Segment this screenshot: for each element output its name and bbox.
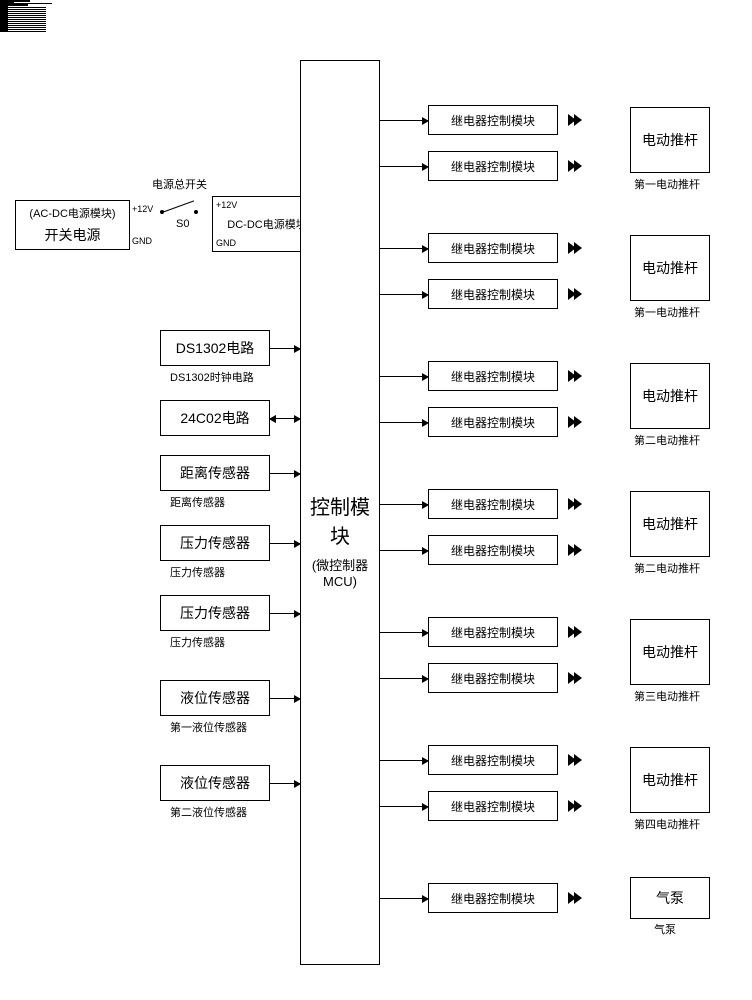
left-block: DS1302电路: [160, 330, 270, 366]
double-chevron: [568, 242, 584, 254]
output-block: 电动推杆: [630, 235, 710, 301]
output-caption: 第四电动推杆: [634, 816, 700, 832]
left-caption: 压力传感器: [170, 564, 225, 580]
arrow: [270, 473, 300, 474]
arrow: [380, 422, 428, 423]
arrow-bidir: [270, 418, 300, 419]
arrow: [270, 543, 300, 544]
arrow: [380, 248, 428, 249]
double-chevron: [568, 672, 584, 684]
arrow: [380, 760, 428, 761]
output-block: 气泵: [630, 877, 710, 919]
arrow: [270, 783, 300, 784]
relay-block: 继电器控制模块: [428, 489, 558, 519]
arrow: [270, 613, 300, 614]
double-chevron: [568, 800, 584, 812]
pin-label: +12V: [216, 200, 237, 210]
relay-block: 继电器控制模块: [428, 361, 558, 391]
left-caption: DS1302时钟电路: [170, 369, 254, 385]
relay-block: 继电器控制模块: [428, 883, 558, 913]
arrow: [380, 166, 428, 167]
left-block: 压力传感器: [160, 595, 270, 631]
relay-block: 继电器控制模块: [428, 663, 558, 693]
output-block: 电动推杆: [630, 619, 710, 685]
relay-block: 继电器控制模块: [428, 105, 558, 135]
relay-block: 继电器控制模块: [428, 535, 558, 565]
double-chevron: [568, 160, 584, 172]
relay-block: 继电器控制模块: [428, 407, 558, 437]
arrow: [380, 550, 428, 551]
double-chevron: [568, 114, 584, 126]
left-block: 压力传感器: [160, 525, 270, 561]
left-block: 24C02电路: [160, 400, 270, 436]
arrow: [270, 348, 300, 349]
double-chevron: [568, 754, 584, 766]
power-switch-label: 电源总开关: [152, 176, 207, 192]
arrow: [380, 806, 428, 807]
output-caption: 第二电动推杆: [634, 432, 700, 448]
arrow: [380, 678, 428, 679]
arrow: [380, 294, 428, 295]
double-chevron: [568, 370, 584, 382]
arrow: [380, 120, 428, 121]
control-module: 控制模块(微控制器 MCU): [300, 60, 380, 965]
acdc-block: (AC-DC电源模块)开关电源: [15, 200, 130, 250]
left-block: 距离传感器: [160, 455, 270, 491]
left-block: 液位传感器: [160, 680, 270, 716]
left-caption: 压力传感器: [170, 634, 225, 650]
double-chevron: [568, 544, 584, 556]
double-chevron: [568, 288, 584, 300]
relay-block: 继电器控制模块: [428, 279, 558, 309]
output-caption: 气泵: [654, 921, 676, 937]
output-caption: 第三电动推杆: [634, 688, 700, 704]
pin-label: GND: [132, 236, 152, 246]
left-caption: 距离传感器: [170, 494, 225, 510]
left-block: 液位传感器: [160, 765, 270, 801]
arrow: [380, 898, 428, 899]
output-block: 电动推杆: [630, 491, 710, 557]
relay-block: 继电器控制模块: [428, 617, 558, 647]
arrow: [380, 376, 428, 377]
left-caption: 第二液位传感器: [170, 804, 247, 820]
arrow: [270, 698, 300, 699]
power-switch: [160, 205, 200, 217]
left-caption: 第一液位传感器: [170, 719, 247, 735]
double-chevron: [568, 498, 584, 510]
output-block: 电动推杆: [630, 107, 710, 173]
output-caption: 第一电动推杆: [634, 304, 700, 320]
relay-block: 继电器控制模块: [428, 233, 558, 263]
arrow: [380, 632, 428, 633]
output-block: 电动推杆: [630, 363, 710, 429]
double-chevron: [568, 416, 584, 428]
output-block: 电动推杆: [630, 747, 710, 813]
double-chevron: [568, 626, 584, 638]
double-chevron: [568, 892, 584, 904]
relay-block: 继电器控制模块: [428, 151, 558, 181]
pin-label: +12V: [132, 204, 153, 214]
switch-symbol: S0: [176, 218, 189, 230]
arrow: [380, 504, 428, 505]
output-caption: 第一电动推杆: [634, 176, 700, 192]
pin-label: GND: [216, 238, 236, 248]
diagram-canvas: (AC-DC电源模块)开关电源+12VGND电源总开关S0DC-DC电源模块+1…: [0, 0, 752, 1000]
output-caption: 第二电动推杆: [634, 560, 700, 576]
relay-block: 继电器控制模块: [428, 745, 558, 775]
relay-block: 继电器控制模块: [428, 791, 558, 821]
